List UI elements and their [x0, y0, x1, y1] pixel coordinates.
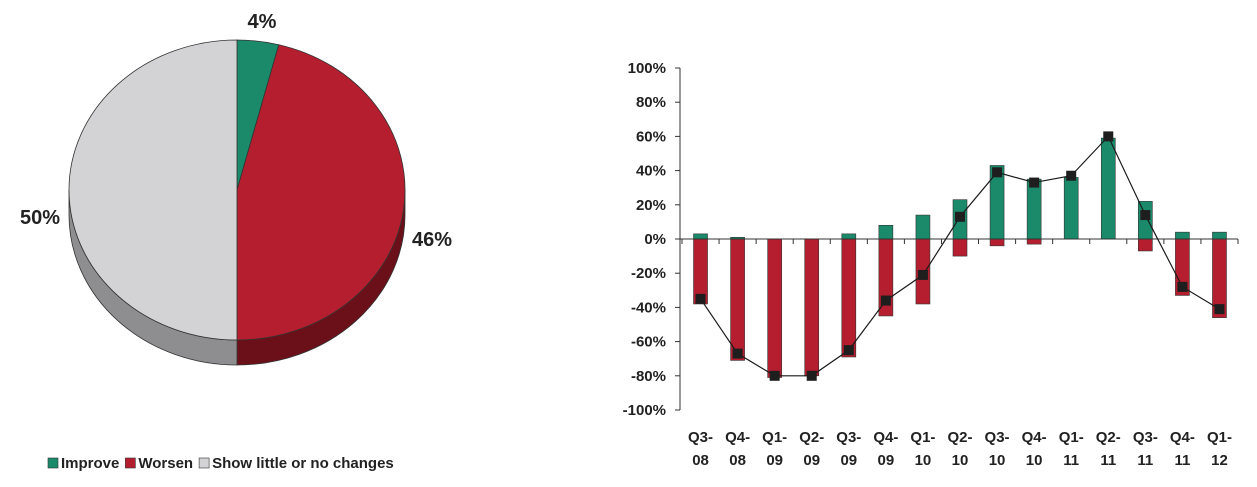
bar-negative	[952, 238, 968, 257]
x-category-label: 08	[692, 452, 709, 469]
x-category-label: 08	[729, 452, 746, 469]
x-category-label: Q3-	[1133, 429, 1158, 446]
x-category-label: Q2-	[947, 429, 972, 446]
bar-positive	[915, 214, 931, 240]
x-category-label: 09	[878, 452, 895, 469]
bar-positive	[1212, 231, 1227, 240]
bar-negative	[989, 238, 1005, 247]
bar-negative	[804, 238, 820, 377]
y-tick-label: -40%	[631, 299, 666, 316]
net-line-point	[769, 370, 780, 381]
net-line-point	[732, 348, 743, 359]
net-line-point	[1177, 281, 1188, 292]
y-tick-label: 40%	[636, 163, 666, 180]
x-category-label: Q1-	[1059, 429, 1084, 446]
legend-label-worsen: Worsen	[138, 455, 193, 472]
x-category-label: Q2-	[799, 429, 824, 446]
net-line-point	[1214, 304, 1225, 315]
pie-chart: 4% 46% 50%	[20, 11, 452, 366]
x-category-label: Q3-	[836, 429, 861, 446]
pie-legend: Improve Worsen Show little or no changes	[47, 455, 394, 472]
pie-label-improve: 4%	[248, 11, 277, 33]
x-category-label: 09	[840, 452, 857, 469]
bar-positive	[878, 225, 894, 240]
x-category-label: 10	[989, 452, 1006, 469]
net-line-point	[1140, 210, 1151, 221]
bar-negative	[841, 238, 857, 358]
x-category-label: 12	[1211, 452, 1228, 469]
x-category-label: 10	[1026, 452, 1043, 469]
y-tick-label: 100%	[628, 60, 666, 77]
x-category-label: Q4-	[873, 429, 898, 446]
bar-positive	[1100, 137, 1116, 240]
net-line-point	[955, 211, 965, 222]
bar-positive	[1138, 201, 1153, 240]
bar-positive	[1026, 178, 1042, 240]
net-line-point	[695, 293, 706, 304]
legend-swatch-worsen	[125, 457, 136, 469]
bar-positive	[841, 233, 857, 240]
bar-chart: 100% 80% 60% 40% 20% 0% -20% -40% -60% -80% -100% Q…	[623, 60, 1239, 469]
legend-label-improve: Improve	[61, 455, 119, 472]
bar-negative	[1026, 238, 1042, 245]
net-line-point	[1029, 177, 1040, 188]
x-category-label: Q4-	[1170, 429, 1195, 446]
pie-label-show-little-or-no-changes: 50%	[20, 207, 60, 229]
bar-negative	[730, 238, 745, 361]
x-category-label: Q1-	[762, 429, 787, 446]
net-line-point	[1066, 170, 1077, 181]
x-category-label: Q3-	[985, 429, 1010, 446]
bar-positive	[693, 233, 708, 240]
x-category-label: 11	[1100, 452, 1116, 469]
y-tick-label: 20%	[636, 197, 666, 214]
y-tick-label: 0%	[644, 231, 666, 248]
x-category-label: Q4-	[1022, 429, 1047, 446]
net-line-point	[843, 345, 854, 356]
legend-swatch-improve	[47, 457, 59, 469]
x-category-label: 11	[1174, 452, 1190, 469]
pie-label-worsen: 46%	[412, 229, 452, 251]
y-tick-label: 60%	[636, 128, 666, 145]
x-category-label: 09	[766, 452, 783, 469]
net-line-point	[992, 167, 1003, 178]
x-category-label: 11	[1063, 452, 1079, 469]
x-category-label: Q1-	[1207, 429, 1232, 446]
net-line-point	[1103, 131, 1114, 142]
bar-positive	[1175, 231, 1190, 240]
bar-negative	[767, 238, 782, 378]
y-tick-label: -60%	[631, 334, 666, 351]
x-category-label: Q1-	[910, 429, 935, 446]
pie-slice-show-little-or-no-changes	[68, 39, 238, 341]
x-category-label: 11	[1137, 452, 1153, 469]
net-line-point	[806, 370, 817, 381]
x-category-label: Q2-	[1096, 429, 1121, 446]
x-category-label: 10	[915, 452, 932, 469]
x-category-label: Q3-	[688, 429, 713, 446]
net-line-point	[880, 295, 891, 306]
y-tick-label: -20%	[631, 265, 666, 282]
legend-swatch-show-little-or-no-changes	[198, 457, 210, 469]
y-tick-label: -80%	[631, 368, 666, 385]
x-category-label: Q4-	[725, 429, 750, 446]
x-category-label: 10	[952, 452, 969, 469]
x-category-label: 09	[803, 452, 820, 469]
y-tick-label: -100%	[623, 402, 666, 419]
net-line-point	[917, 269, 928, 280]
y-tick-label: 80%	[636, 94, 666, 111]
bar-negative	[1138, 238, 1153, 252]
legend-label-show-little-or-no-changes: Show little or no changes	[212, 455, 394, 472]
pie-slice-worsen	[236, 44, 406, 341]
bar-positive	[1063, 177, 1079, 240]
